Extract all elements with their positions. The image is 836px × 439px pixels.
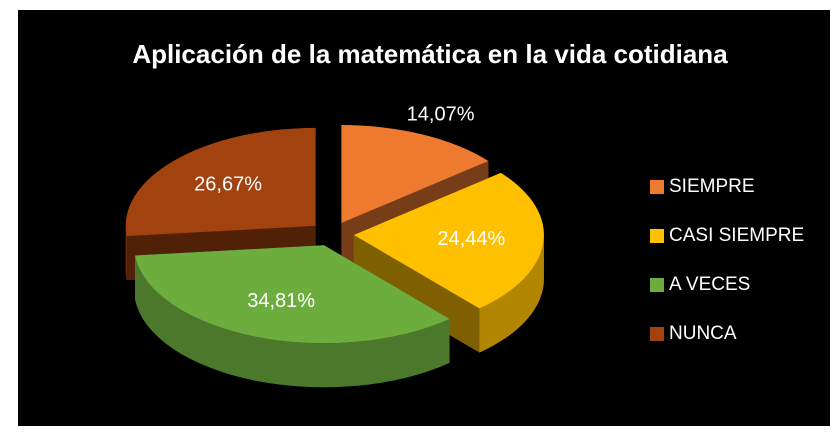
data-label: 24,44% xyxy=(437,228,505,250)
data-label: 26,67% xyxy=(194,174,262,196)
legend-swatch xyxy=(650,180,664,194)
slice xyxy=(341,125,489,224)
slice-side xyxy=(135,255,450,388)
legend-label: NUNCA xyxy=(669,323,737,344)
slice xyxy=(353,172,544,309)
slice-side xyxy=(479,234,544,353)
legend-swatch xyxy=(650,229,664,243)
legend-label: CASI SIEMPRE xyxy=(669,225,804,246)
slice-shade xyxy=(125,225,127,281)
data-label: 14,07% xyxy=(407,103,475,125)
slice xyxy=(125,127,316,237)
data-label: 34,81% xyxy=(247,290,315,312)
legend-swatch xyxy=(650,327,664,341)
legend-swatch xyxy=(650,278,664,292)
slice-shade xyxy=(135,255,450,388)
chart-title: Aplicación de la matemática en la vida c… xyxy=(132,39,728,69)
slice xyxy=(135,245,450,344)
legend-label: SIEMPRE xyxy=(669,176,755,197)
slice-side xyxy=(125,225,127,281)
slice-shade xyxy=(479,234,544,353)
legend-label: A VECES xyxy=(669,274,750,295)
